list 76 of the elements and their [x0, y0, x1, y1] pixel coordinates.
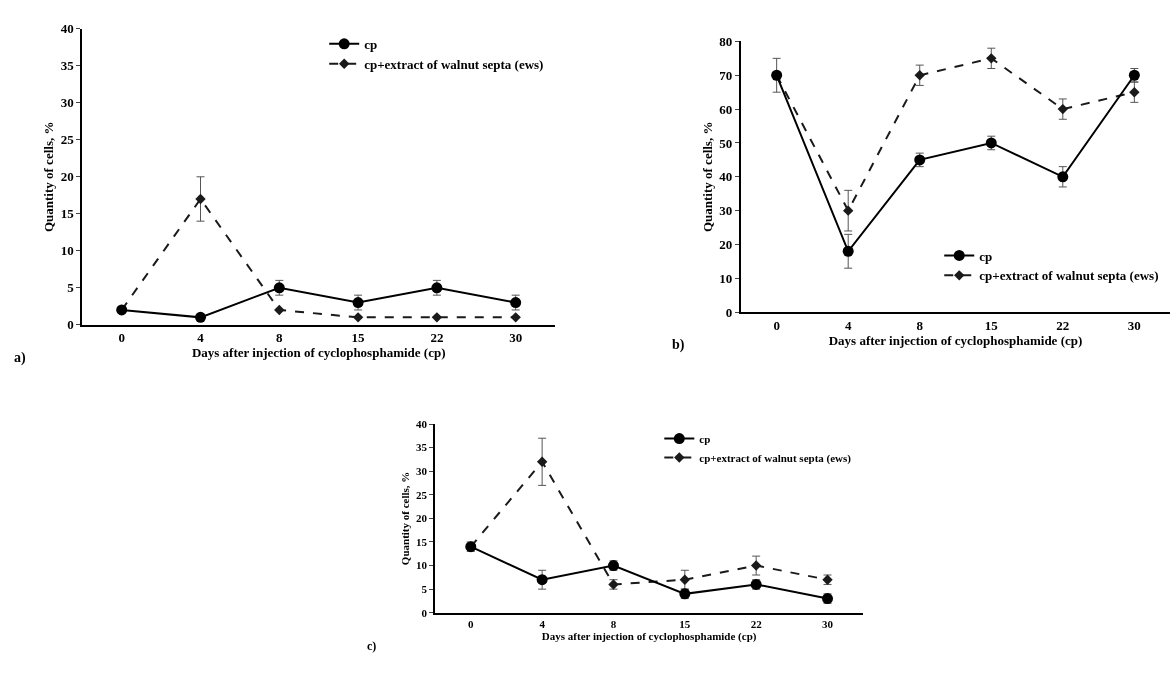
x-tick-label: 8	[610, 617, 617, 630]
y-tick-label: 25	[415, 488, 428, 501]
point	[431, 312, 443, 323]
point	[679, 574, 691, 585]
x-tick-label: 0	[118, 330, 125, 346]
legend-label: cp+extract of walnut septa (ews)	[979, 268, 1159, 284]
x-tick-label: 15	[351, 330, 366, 346]
x-tick-label: 15	[679, 617, 691, 630]
point	[195, 311, 207, 323]
legend-label: cp+extract of walnut septa (ews)	[699, 451, 852, 465]
x-tick-label: 22	[750, 617, 763, 630]
x-tick-label: 30	[1127, 317, 1141, 333]
point	[842, 245, 854, 257]
y-axis-title: Quantity of cells, %	[399, 471, 412, 566]
x-tick-label: 8	[276, 330, 284, 346]
y-tick-label: 60	[719, 101, 733, 117]
y-tick-label: 35	[60, 58, 75, 74]
y-tick-label: 50	[719, 135, 733, 151]
y-axis-title: Quantity of cells, %	[41, 121, 57, 233]
y-tick-label: 40	[60, 21, 74, 37]
x-tick-label: 8	[916, 317, 924, 333]
y-tick-label: 15	[415, 535, 428, 548]
y-tick-label: 20	[719, 237, 733, 253]
y-tick-label: 5	[421, 583, 428, 595]
y-tick-label: 5	[67, 280, 75, 296]
legend-label: cp+extract of walnut septa (ews)	[364, 56, 544, 72]
x-tick-label: 4	[539, 617, 546, 630]
point	[195, 193, 206, 205]
point	[274, 304, 285, 316]
y-tick-label: 80	[719, 33, 733, 49]
legend-label: cp	[364, 36, 378, 52]
y-tick-label: 25	[60, 132, 75, 148]
y-tick-label: 40	[415, 417, 428, 430]
text: c)	[367, 639, 377, 653]
y-tick-label: 0	[421, 606, 428, 619]
y-tick-label: 10	[60, 243, 74, 259]
legend-label: cp	[979, 248, 993, 264]
x-tick-label: 30	[509, 330, 523, 346]
x-tick-label: 15	[984, 317, 999, 333]
x-axis-title: Days after injection of cyclophosphamide (cp)	[541, 629, 757, 643]
point	[352, 312, 364, 323]
point	[536, 574, 548, 586]
point	[750, 560, 762, 571]
point	[842, 205, 854, 216]
y-tick-label: 30	[719, 203, 733, 219]
y-tick-label: 30	[60, 95, 74, 111]
x-tick-label: 0	[468, 617, 475, 630]
y-tick-label: 10	[415, 559, 428, 572]
y-tick-label: 20	[60, 169, 74, 185]
point	[1057, 103, 1069, 115]
y-tick-label: 10	[719, 270, 733, 286]
point	[914, 70, 925, 81]
legend-label: cp	[699, 432, 711, 445]
y-tick-label: 20	[415, 512, 428, 525]
y-axis-title: Quantity of cells, %	[699, 121, 715, 233]
y-tick-label: 15	[60, 206, 75, 222]
x-tick-label: 4	[844, 317, 852, 333]
y-tick-label: 35	[415, 441, 428, 454]
point	[986, 53, 997, 64]
y-tick-label: 40	[719, 169, 733, 185]
y-tick-label: 70	[719, 67, 733, 83]
point	[1057, 171, 1069, 183]
point	[1129, 86, 1140, 98]
y-tick-label: 0	[725, 304, 733, 320]
x-axis-title: Days after injection of cyclophosphamide (cp)	[828, 332, 1083, 348]
x-axis-title: Days after injection of cyclophosphamide (cp)	[191, 345, 446, 361]
x-tick-label: 22	[1056, 317, 1070, 333]
point	[510, 312, 521, 323]
text: b)	[672, 337, 685, 353]
x-tick-label: 22	[430, 330, 444, 346]
x-tick-label: 30	[822, 617, 834, 630]
x-tick-label: 0	[773, 317, 780, 333]
x-tick-label: 4	[197, 330, 205, 346]
text: a)	[14, 350, 26, 366]
y-tick-label: 30	[415, 465, 428, 478]
point	[536, 456, 548, 467]
